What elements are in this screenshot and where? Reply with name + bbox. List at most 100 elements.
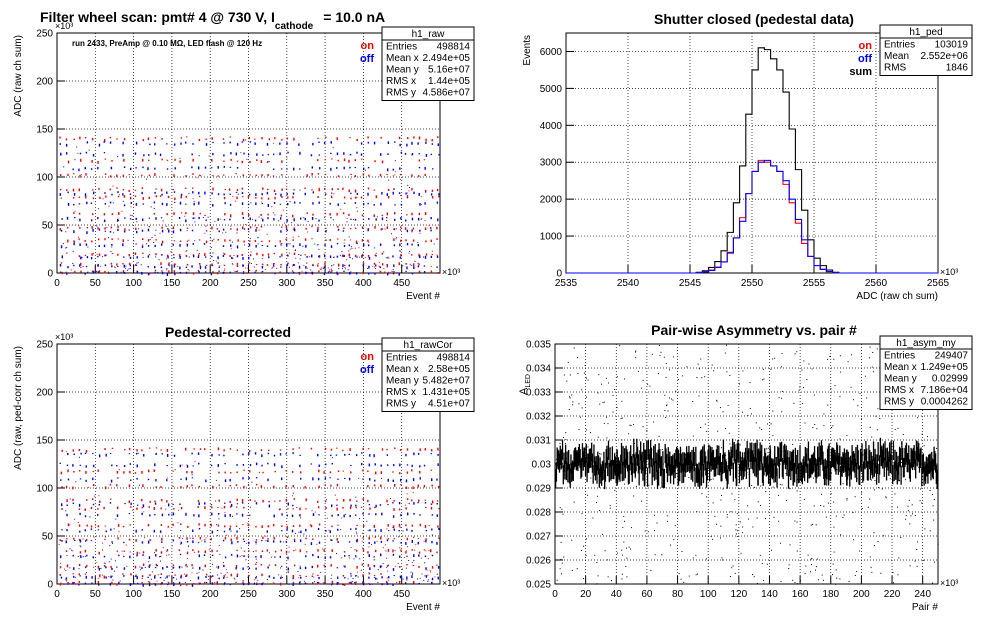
off-point — [394, 218, 396, 221]
outlier-point — [617, 552, 619, 554]
outlier-point — [701, 492, 703, 494]
outlier-point — [566, 463, 568, 465]
on-point — [242, 523, 244, 526]
outlier-point — [627, 467, 629, 469]
on-point — [122, 239, 124, 243]
data-points — [555, 344, 939, 585]
off-point — [179, 271, 182, 274]
off-point — [59, 263, 62, 267]
on-point — [411, 254, 413, 256]
outlier-point — [811, 456, 813, 458]
band-point — [813, 446, 816, 466]
band-point — [882, 449, 884, 469]
outlier-point — [792, 443, 794, 445]
on-point — [280, 244, 282, 246]
band-point — [922, 453, 924, 473]
off-point — [385, 550, 387, 552]
band-point — [577, 446, 580, 467]
band-point — [598, 468, 600, 488]
off-point — [380, 202, 382, 206]
off-point — [296, 506, 298, 508]
off-point — [185, 575, 187, 578]
off-point — [287, 151, 289, 154]
on-point — [431, 189, 434, 192]
off-point — [417, 262, 419, 264]
on-point — [320, 269, 322, 271]
off-point — [318, 249, 320, 251]
off-point — [300, 576, 302, 579]
on-point — [92, 470, 95, 473]
on-point — [223, 575, 225, 578]
outlier-point — [827, 358, 829, 360]
off-point — [354, 549, 356, 551]
on-point — [59, 583, 62, 586]
off-point — [318, 154, 320, 156]
on-point — [130, 206, 132, 208]
on-point — [191, 471, 193, 474]
band-point — [620, 454, 622, 474]
on-point — [348, 213, 350, 216]
off-point — [229, 527, 231, 531]
off-point — [137, 452, 139, 454]
outlier-point — [683, 581, 685, 583]
on-point — [361, 214, 364, 217]
on-point — [429, 570, 431, 572]
x-tick-label: 200 — [202, 589, 219, 600]
off-point — [247, 153, 250, 156]
on-point — [219, 218, 221, 220]
off-point — [149, 239, 151, 241]
off-point — [328, 270, 330, 272]
off-point — [204, 502, 206, 505]
outlier-point — [586, 457, 588, 459]
band-point — [787, 469, 790, 489]
on-point — [166, 500, 168, 503]
on-point — [324, 159, 326, 161]
on-point — [285, 550, 288, 554]
band-point — [602, 460, 604, 480]
band-point — [694, 467, 696, 487]
outlier-point — [765, 518, 767, 520]
off-point — [90, 202, 93, 204]
off-point — [85, 575, 87, 579]
band-point — [603, 451, 605, 472]
band-point — [640, 454, 643, 474]
on-point — [86, 499, 88, 501]
band-point — [656, 469, 659, 490]
on-point — [60, 562, 62, 564]
off-point — [432, 168, 434, 170]
outlier-point — [878, 487, 880, 489]
off-point — [348, 541, 351, 543]
outlier-point — [924, 528, 926, 530]
outlier-point — [830, 388, 832, 390]
band-point — [630, 445, 632, 465]
band-point — [843, 448, 846, 468]
x-tick-label: 150 — [164, 278, 181, 289]
outlier-point — [621, 554, 623, 556]
off-point — [399, 575, 402, 579]
off-point — [122, 153, 124, 157]
off-point — [373, 141, 376, 145]
off-point — [354, 575, 357, 577]
on-point — [230, 158, 232, 161]
on-point — [59, 227, 61, 231]
band-point — [848, 457, 850, 477]
on-point — [129, 262, 131, 265]
on-point — [116, 484, 118, 487]
off-point — [292, 271, 295, 274]
on-point — [340, 208, 342, 210]
off-point — [242, 453, 244, 456]
on-point — [153, 212, 156, 215]
band-point — [803, 456, 805, 476]
off-point — [312, 553, 314, 557]
off-point — [242, 477, 244, 480]
on-point — [298, 577, 300, 579]
on-point — [285, 567, 287, 569]
band-point — [818, 442, 820, 462]
on-point — [154, 173, 156, 177]
outlier-point — [742, 532, 744, 534]
off-point — [194, 217, 196, 219]
on-point — [342, 212, 345, 215]
off-point — [298, 224, 300, 226]
off-point — [103, 555, 106, 558]
on-point — [141, 174, 143, 176]
